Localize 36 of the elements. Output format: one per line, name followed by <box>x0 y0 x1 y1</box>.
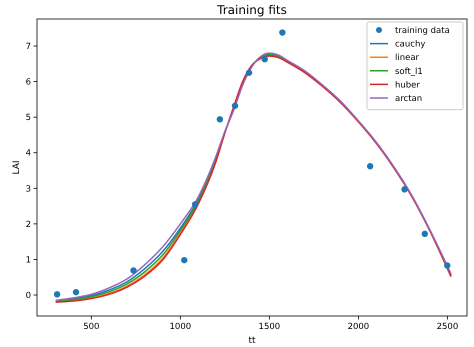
point <box>232 102 238 109</box>
point <box>246 70 252 76</box>
y-tick-label: 3 <box>26 184 31 194</box>
y-tick-label: 6 <box>26 78 31 88</box>
y-tick-label: 2 <box>26 220 31 230</box>
point <box>279 29 286 36</box>
point <box>262 56 268 62</box>
y-tick-label: 7 <box>26 42 31 52</box>
x-tick-label: 500 <box>83 322 100 332</box>
legend-label: cauchy <box>395 40 426 50</box>
y-tick-label: 0 <box>26 291 31 302</box>
y-tick-label: 1 <box>26 255 31 266</box>
point <box>181 256 188 264</box>
x-axis-title: tt <box>248 336 256 346</box>
point <box>422 230 428 238</box>
point <box>444 262 450 269</box>
point <box>130 267 137 274</box>
legend-label: soft_l1 <box>395 66 423 77</box>
y-tick-label: 5 <box>26 113 31 124</box>
point <box>366 163 374 170</box>
x-tick-label: 2500 <box>436 322 458 332</box>
legend-label: arctan <box>395 94 422 104</box>
x-tick-label: 1500 <box>258 322 280 332</box>
legend-label: training data <box>395 26 450 36</box>
y-tick-label: 4 <box>26 148 31 159</box>
point <box>54 291 60 298</box>
x-tick-label: 1000 <box>170 322 192 332</box>
legend-label: huber <box>395 80 420 90</box>
x-tick-label: 2000 <box>348 322 370 332</box>
chart-title: Training fits <box>216 3 287 17</box>
y-axis-title: LAI <box>12 160 22 175</box>
legend-label: linear <box>395 53 420 64</box>
point <box>72 288 80 296</box>
point <box>216 116 224 123</box>
point <box>401 186 408 193</box>
point <box>192 201 198 208</box>
